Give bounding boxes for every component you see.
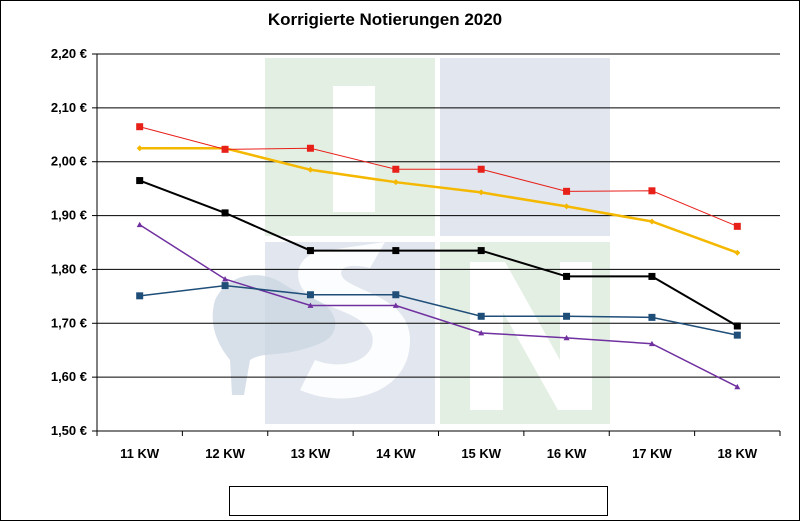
data-point-nl (222, 276, 229, 282)
x-tick-label: 17 KW (632, 446, 672, 461)
data-point-f (392, 291, 400, 299)
x-tick-label: 14 KW (376, 446, 416, 461)
series-line-esp (139, 147, 738, 254)
data-point-d (733, 322, 741, 330)
data-point-esp (648, 218, 655, 225)
y-tick-label: 1,90 € (51, 208, 87, 223)
x-tick-label: 11 KW (120, 446, 160, 461)
data-point-nl (734, 383, 741, 390)
y-tick-label: 2,10 € (51, 100, 87, 115)
data-point-dk (136, 123, 144, 131)
data-point-dk (648, 187, 656, 195)
data-point-f (648, 313, 656, 321)
data-point-dk (733, 222, 741, 230)
x-tick-label: 12 KW (205, 446, 245, 461)
data-point-f (306, 291, 314, 299)
data-point-esp (307, 166, 314, 173)
data-point-d (136, 177, 144, 185)
y-tick-label: 1,60 € (51, 369, 87, 384)
data-point-dk (563, 187, 571, 195)
y-tick-label: 1,80 € (51, 261, 87, 276)
data-point-dk (477, 165, 485, 173)
data-point-f (136, 292, 144, 300)
x-tick-label: 13 KW (291, 446, 331, 461)
data-point-d (392, 247, 400, 255)
x-tick-label: 15 KW (461, 446, 501, 461)
data-point-d (648, 272, 656, 280)
x-tick-label: 16 KW (547, 446, 587, 461)
data-point-dk (392, 165, 400, 173)
series-line-dk (139, 126, 738, 227)
y-tick-label: 2,20 € (51, 46, 87, 61)
data-point-f (221, 282, 229, 290)
chart-title: Korrigierte Notierungen 2020 (267, 10, 503, 29)
data-point-nl (136, 221, 143, 228)
legend-box (229, 486, 608, 516)
y-tick-label: 1,50 € (51, 423, 87, 438)
data-point-dk (221, 145, 229, 153)
data-point-nl (563, 334, 570, 341)
data-point-dk (306, 144, 314, 152)
data-point-esp (563, 203, 570, 210)
y-tick-label: 2,00 € (51, 154, 87, 169)
data-point-d (306, 247, 314, 255)
series-line-d (139, 179, 738, 327)
data-point-f (733, 331, 741, 339)
data-point-esp (136, 145, 143, 152)
x-tick-label: 18 KW (717, 446, 757, 461)
data-point-nl (392, 302, 399, 308)
data-point-d (563, 272, 571, 280)
data-point-esp (734, 249, 741, 256)
data-point-esp (392, 179, 399, 186)
data-point-d (477, 247, 485, 255)
data-point-f (563, 312, 571, 320)
data-point-d (221, 209, 229, 217)
data-point-f (477, 312, 485, 320)
isn-watermark-logo (212, 58, 610, 424)
plot-area: 1,50 € 1,60 € 1,70 € 1,80 € 1,90 € 2,00 € 2,10… (51, 46, 781, 461)
series-line-f (139, 284, 738, 336)
data-point-nl (307, 302, 314, 308)
series-line-nl (139, 224, 738, 388)
data-point-nl (648, 340, 655, 347)
y-tick-label: 1,70 € (51, 315, 87, 330)
data-point-esp (478, 189, 485, 196)
data-point-nl (478, 329, 485, 336)
